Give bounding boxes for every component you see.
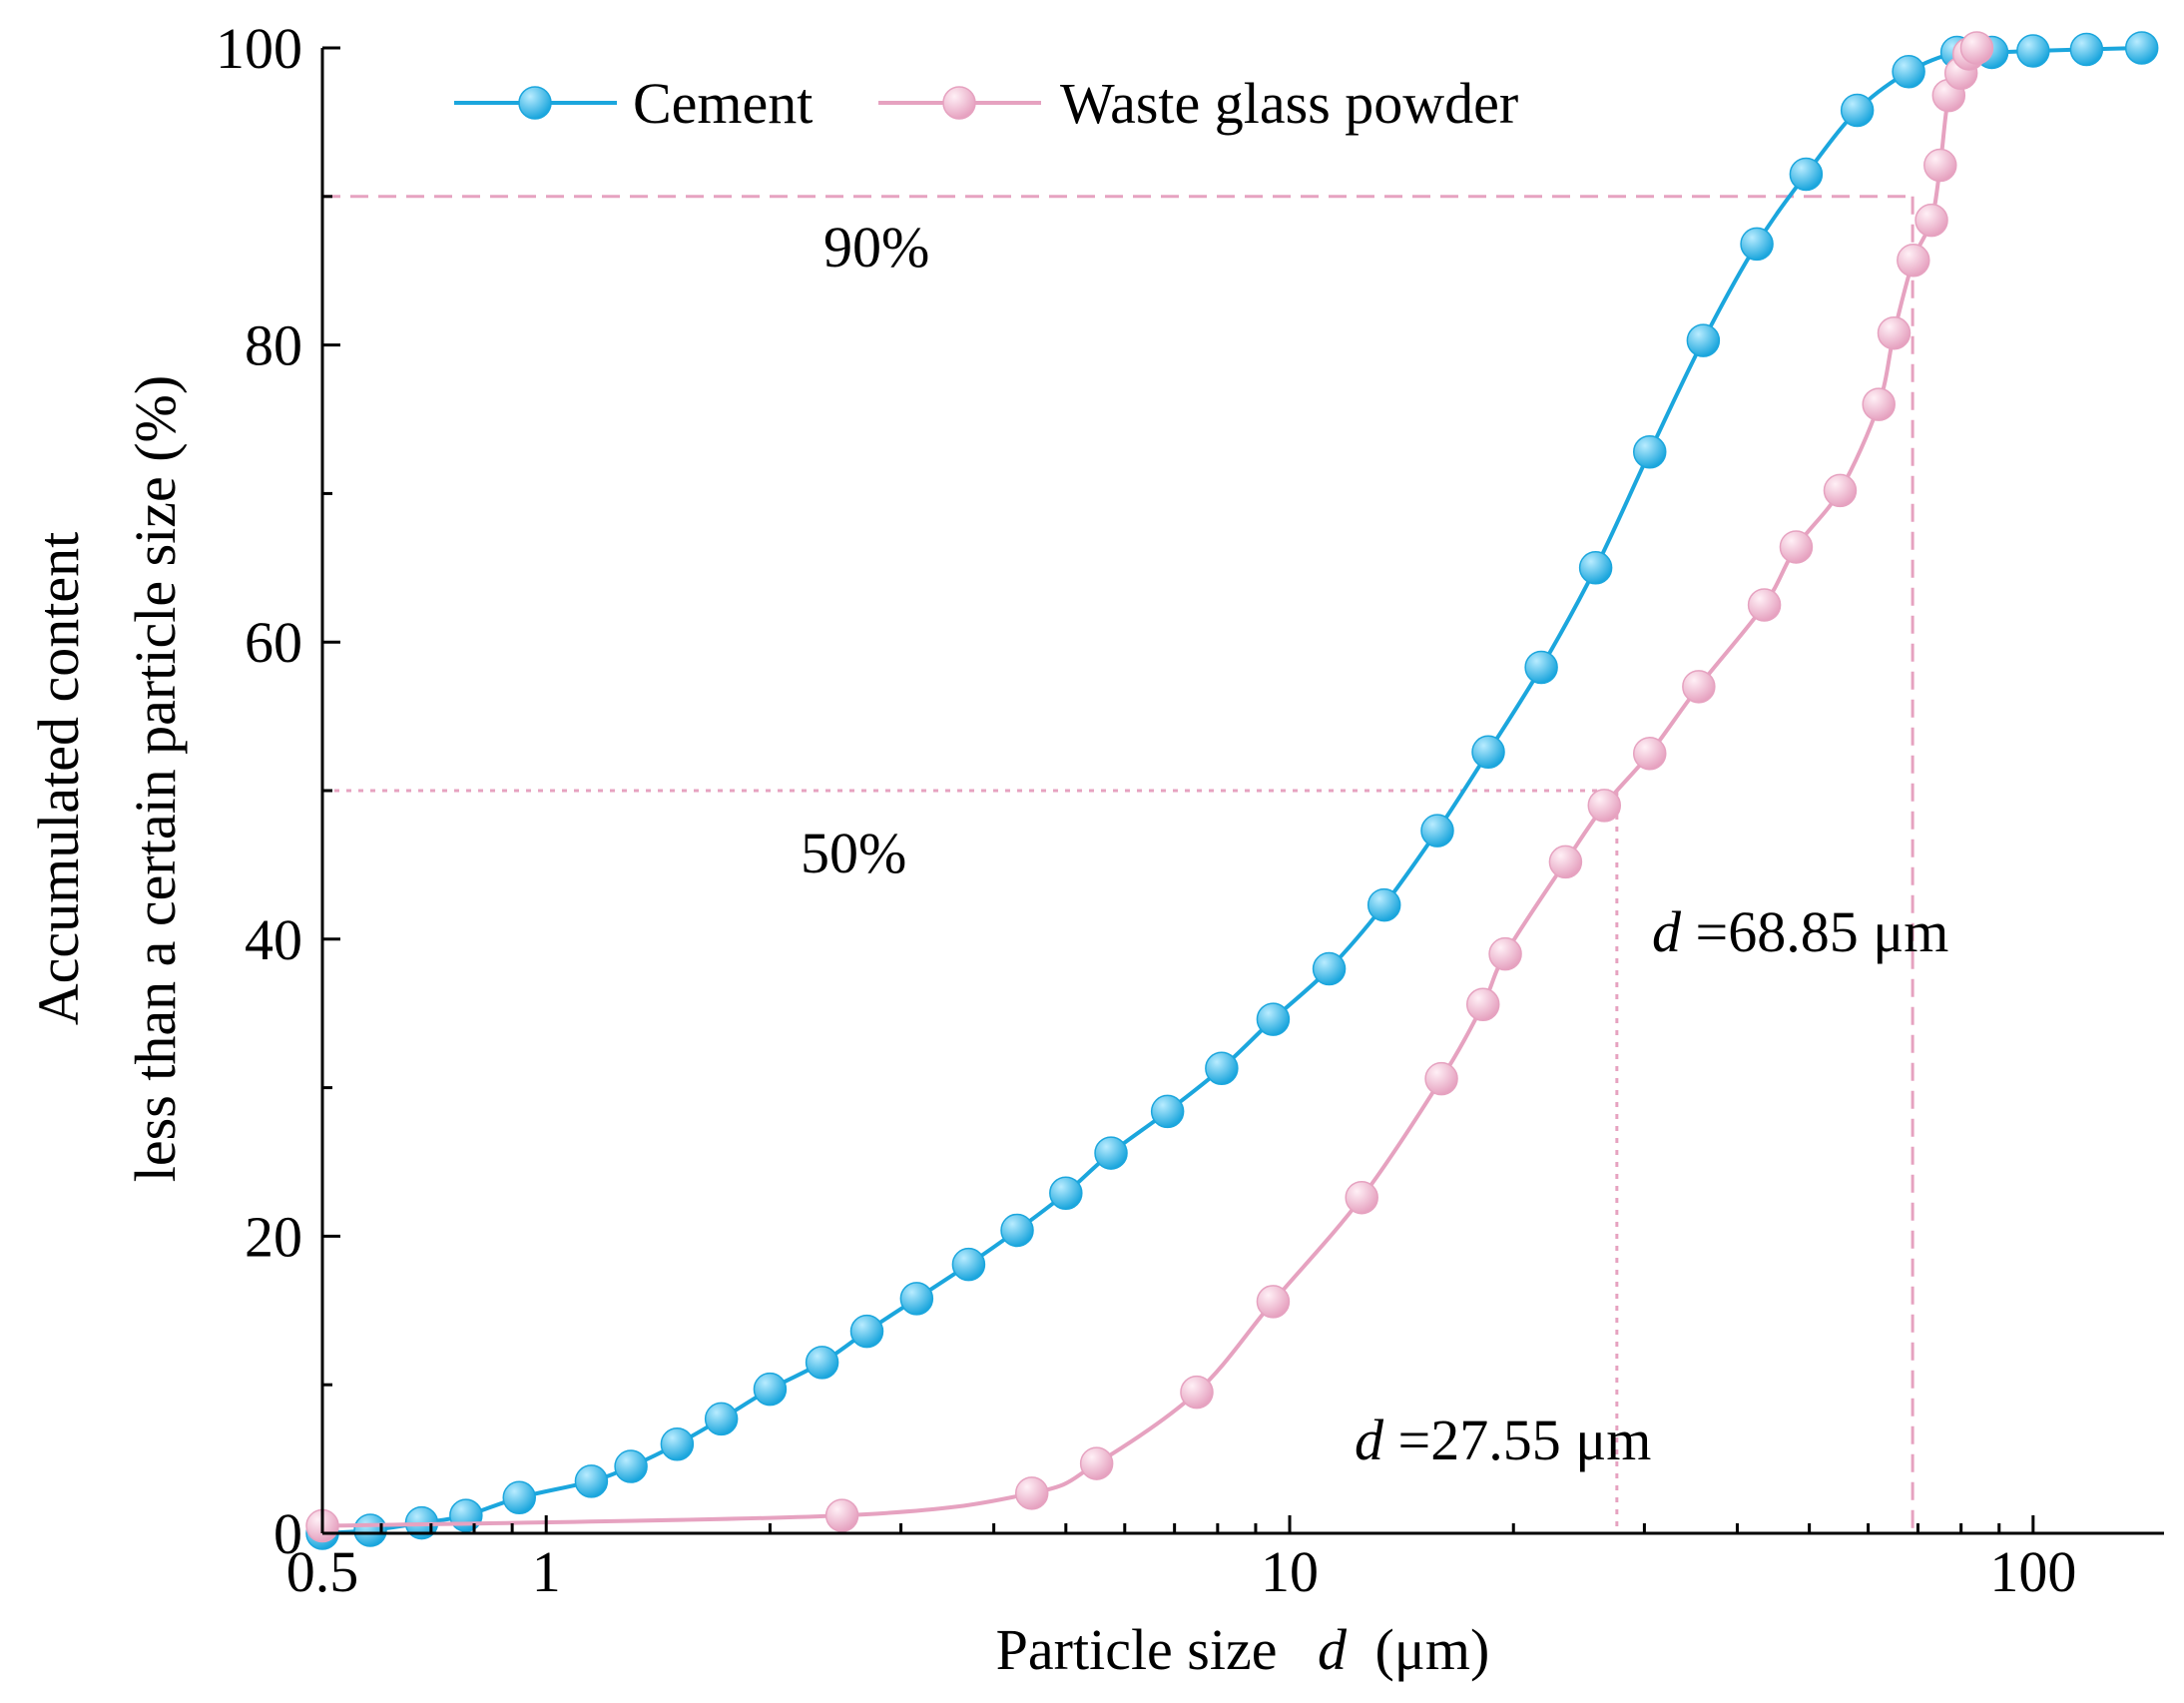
y-tick-label: 20 [245,1204,302,1269]
label-90-percent: 90% [823,215,929,280]
cement-point [951,1247,986,1282]
waste-glass-powder-point [1747,588,1782,622]
x-axis-title-unit: (μm) [1374,1617,1489,1682]
waste-glass-powder-point [1424,1061,1458,1096]
waste-glass-powder-point [1488,936,1522,971]
cement-point [2069,32,2104,67]
cement-point [353,1513,387,1547]
cement-line [321,46,2142,1535]
cement-point [1840,93,1875,128]
waste-glass-powder-point [1587,789,1622,823]
annotation-d90-var: d [1652,899,1682,964]
cement-point [805,1346,839,1380]
cement-point [1049,1176,1083,1210]
waste-glass-powder-point [1823,473,1858,508]
x-tick-label: 1 [532,1539,561,1604]
x-tick-label: 100 [1989,1539,2076,1604]
reference-lines [322,195,1914,1533]
waste-glass-powder-point [1548,845,1583,879]
y-tick-label: 100 [216,16,302,81]
cement-point [502,1480,536,1515]
y-axis-ticks: 0 20 40 60 80 100 [216,16,340,1566]
waste-glass-powder-line [321,46,1978,1528]
cement-point [660,1426,695,1461]
cement-point [1000,1213,1034,1248]
annotation-d50: d =27.55 μm [1355,1408,1651,1472]
cement-point [614,1449,648,1483]
cement-point [1740,227,1774,262]
x-axis-title: Particle size d (μm) [996,1617,1490,1682]
waste-glass-powder-point [824,1498,859,1532]
legend-glass-label: Waste glass powder [1060,71,1518,136]
y-tick-label: 60 [245,610,302,675]
cement-point [1789,157,1824,192]
cement-point [1578,551,1613,585]
waste-glass-powder-point [1345,1180,1378,1215]
cement-point [1686,323,1721,357]
annotation-d90-text: =68.85 μm [1681,899,1948,964]
cement-point [1256,1002,1291,1036]
waste-glass-powder-point [1014,1476,1049,1510]
cement-point [1420,814,1454,848]
waste-glass-powder-point [1914,203,1948,238]
legend: Cement Waste glass powder [454,71,1518,136]
waste-glass-powder-point [1079,1446,1114,1480]
annotation-d50-var: d [1355,1408,1384,1472]
series-cement [305,31,2159,1550]
waste-glass-powder-point [1877,315,1911,350]
cement-point [1471,735,1505,770]
cement-point [1150,1094,1185,1129]
x-axis-ticks: 0.5 1 10 100 [286,1515,2076,1604]
cement-point [1892,55,1925,89]
cement-point [2124,31,2159,65]
cement-point [2016,34,2050,68]
y-tick-label: 0 [273,1501,302,1566]
cement-point [1312,951,1347,986]
waste-glass-powder-point [1897,244,1930,278]
waste-glass-powder-point [1180,1375,1214,1410]
cement-point [1632,434,1667,469]
waste-glass-powder-point [1959,31,1994,65]
x-tick-label: 0.5 [286,1539,359,1604]
cement-point [849,1314,884,1349]
cement-point [704,1402,739,1436]
series-waste-glass-powder [305,31,1994,1543]
legend-glass-marker [942,86,976,120]
y-axis-title-line-1: Accumulated content [26,532,91,1025]
waste-glass-powder-point [1862,387,1896,421]
waste-glass-powder-point [1779,530,1814,564]
cement-point [1366,887,1401,922]
cement-point [449,1498,483,1532]
annotation-d90: d =68.85 μm [1652,899,1948,964]
x-axis-title-var: d [1318,1617,1348,1682]
cement-point [1205,1051,1239,1086]
waste-glass-powder-point [1682,670,1716,704]
annotation-d50-text: =27.55 μm [1383,1408,1651,1472]
cement-points [305,31,2159,1550]
waste-glass-powder-points [305,31,1994,1543]
cement-point [899,1282,934,1316]
cement-point [1094,1136,1128,1170]
cement-point [753,1372,788,1407]
x-axis-title-prefix: Particle size [996,1617,1278,1682]
waste-glass-powder-point [1465,987,1500,1022]
cement-point [574,1464,609,1498]
axes: 0.5 1 10 100 0 20 40 60 80 100 [216,16,2164,1604]
legend-cement-marker [518,86,552,120]
label-50-percent: 50% [801,821,906,885]
legend-cement-label: Cement [633,71,813,136]
x-tick-label: 10 [1261,1539,1319,1604]
waste-glass-powder-point [1632,737,1667,771]
y-tick-label: 80 [245,313,302,378]
y-axis-title-line-2: less than a certain particle size (%) [123,375,188,1182]
waste-glass-powder-point [1256,1285,1291,1319]
y-tick-label: 40 [245,907,302,972]
waste-glass-powder-point [1923,148,1957,183]
cement-point [1524,650,1558,685]
